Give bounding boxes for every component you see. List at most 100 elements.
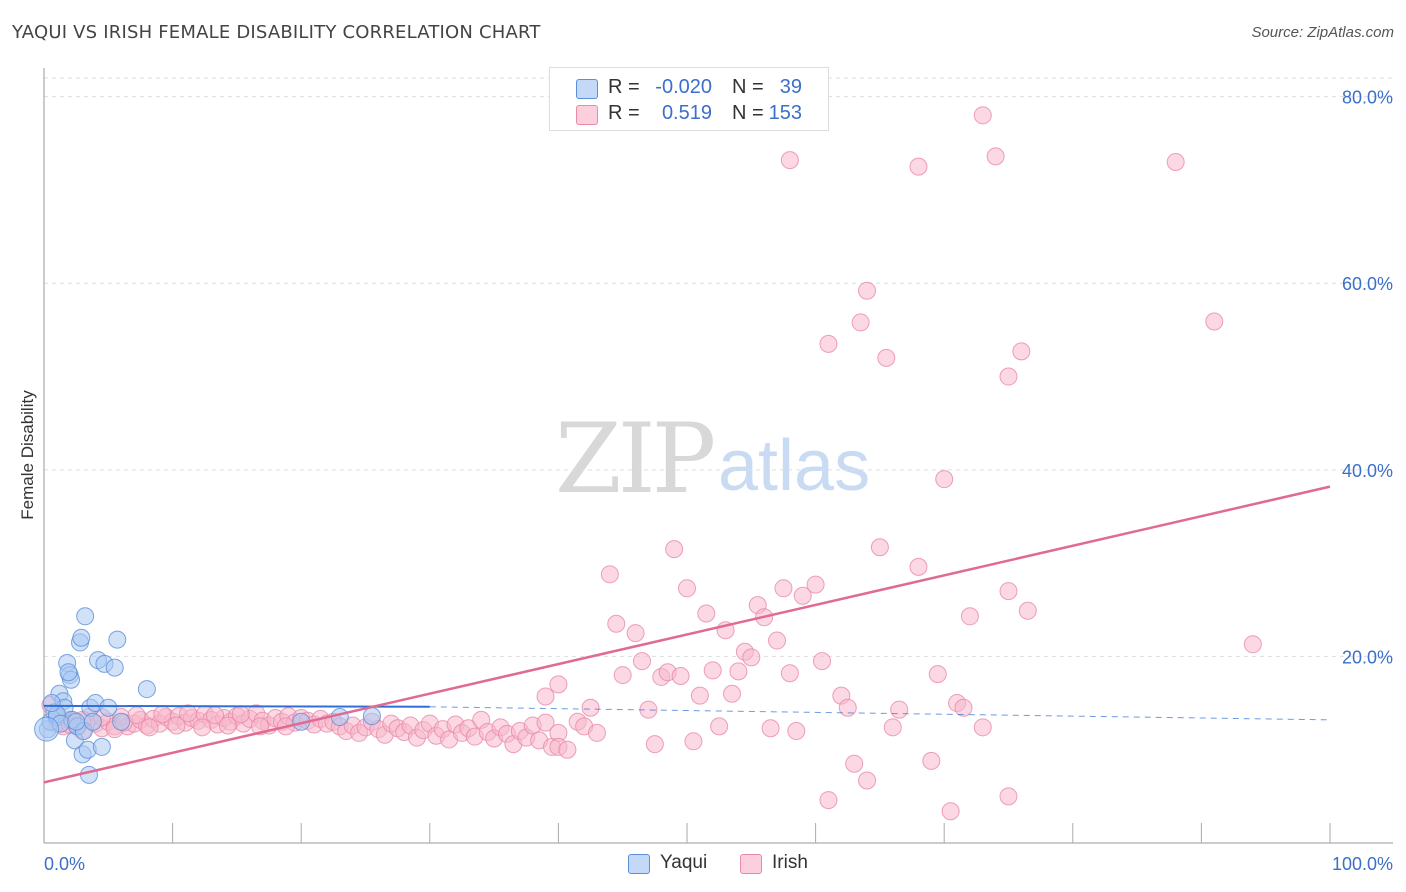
legend-r-label: R = [608,102,640,124]
legend-r-value: -0.020 [655,76,712,98]
watermark-zip: ZIP [555,403,714,515]
point-irish [935,470,954,489]
point-irish [941,802,960,821]
point-yaqui [362,707,381,726]
point-yaqui [76,607,95,626]
point-irish [193,718,212,737]
legend-top: R = -0.020 N = 39 R = 0.519 N = 153 [549,67,829,131]
point-irish [665,540,684,559]
point-irish [127,706,146,725]
legend-bottom-swatch-irish [740,854,762,874]
point-irish [632,652,651,671]
point-yaqui [105,658,124,677]
point-irish [613,666,632,685]
point-irish [549,675,568,694]
point-irish [954,698,973,717]
legend-swatch-irish [576,105,598,125]
point-irish [742,648,761,667]
point-irish [690,686,709,705]
y-tick-label: 20.0% [1342,647,1393,667]
point-irish [819,791,838,810]
point-irish [581,698,600,717]
legend-n-value: 39 [779,76,802,98]
point-irish [710,717,729,736]
point-irish [973,718,992,737]
legend-r-value: 0.519 [661,102,712,124]
point-irish [858,771,877,790]
legend-bottom-swatch-yaqui [628,854,650,874]
point-irish [1205,312,1224,331]
legend-bottom-label-irish: Irish [772,852,808,873]
point-irish [671,667,690,686]
legend-swatch-yaqui [576,79,598,99]
point-irish [787,722,806,741]
point-irish [140,718,159,737]
point-yaqui [59,663,78,682]
point-irish [587,723,606,742]
point-irish [858,281,877,300]
point-irish [1012,342,1031,361]
point-irish [883,718,902,737]
point-irish [600,565,619,584]
point-irish [780,664,799,683]
point-yaqui [330,708,349,727]
point-yaqui [137,680,156,699]
point-irish [626,624,645,643]
point-irish [922,751,941,770]
source-label: Source: ZipAtlas.com [1251,24,1394,41]
point-yaqui [112,712,131,731]
point-irish [819,334,838,353]
legend-n-value: 153 [768,102,802,124]
point-yaqui [108,630,127,649]
point-irish [536,687,555,706]
point-irish [851,313,870,332]
legend-n-label: N = [732,102,764,124]
point-irish [167,716,186,735]
point-yaqui [67,712,86,731]
point-irish [179,704,198,723]
point-irish [218,716,237,735]
point-irish [768,631,787,650]
point-irish [645,735,664,754]
y-tick-label: 40.0% [1342,461,1393,481]
point-irish [909,557,928,576]
point-irish [806,575,825,594]
point-irish [1243,635,1262,654]
point-irish [877,348,896,367]
point-irish [780,151,799,170]
point-irish [999,787,1018,806]
point-irish [684,732,703,751]
point-irish [607,614,626,633]
point-irish [870,538,889,557]
point-yaqui [72,628,91,647]
legend-n-label: N = [732,76,764,98]
point-yaqui [83,712,102,731]
trendline-yaqui-extension [429,706,1331,721]
point-yaqui [99,698,118,717]
legend-bottom-label-yaqui: Yaqui [660,852,708,873]
point-yaqui [92,737,111,756]
trendline-yaqui [43,704,430,708]
point-irish [231,705,250,724]
point-yaqui [80,765,99,784]
point-irish [960,607,979,626]
point-irish [838,698,857,717]
trendline-irish [43,485,1331,784]
point-irish [909,157,928,176]
point-irish [723,684,742,703]
point-irish [1018,601,1037,620]
legend-r-label: R = [608,76,640,98]
point-irish [813,652,832,671]
point-irish [697,604,716,623]
point-yaqui [42,694,61,713]
point-irish [558,740,577,759]
x-tick-label: 100.0% [1332,854,1393,874]
point-irish [845,754,864,773]
point-irish [890,700,909,719]
point-yaqui [34,716,60,742]
point-irish [928,665,947,684]
point-irish [153,705,172,724]
point-irish [973,106,992,125]
watermark-atlas: atlas [718,426,870,506]
